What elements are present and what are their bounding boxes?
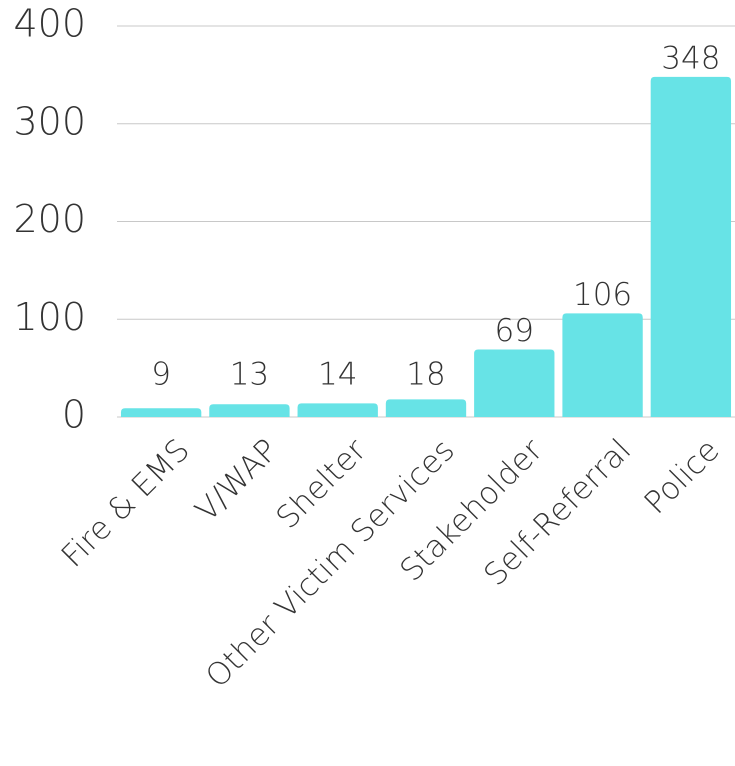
bar xyxy=(297,403,378,417)
bar xyxy=(209,404,290,417)
data-label: 69 xyxy=(495,313,534,349)
y-tick-label: 300 xyxy=(13,99,86,143)
data-label: 13 xyxy=(230,357,269,393)
y-tick-label: 200 xyxy=(13,197,86,241)
y-tick-label: 400 xyxy=(13,2,86,46)
bar xyxy=(562,313,643,417)
data-label: 18 xyxy=(406,357,445,393)
data-label: 348 xyxy=(661,40,720,76)
data-label: 106 xyxy=(573,277,632,313)
bar xyxy=(474,349,555,417)
y-tick-label: 0 xyxy=(62,393,86,437)
bar xyxy=(120,408,202,417)
x-tick-label: Fire & EMS xyxy=(55,432,197,574)
x-tick-label: Police xyxy=(637,432,726,521)
y-tick-label: 100 xyxy=(13,295,86,339)
bar xyxy=(650,76,732,417)
data-label: 9 xyxy=(151,357,171,393)
data-label: 14 xyxy=(318,357,357,393)
bar xyxy=(385,399,467,417)
x-tick-label: V/WAP xyxy=(189,432,286,529)
